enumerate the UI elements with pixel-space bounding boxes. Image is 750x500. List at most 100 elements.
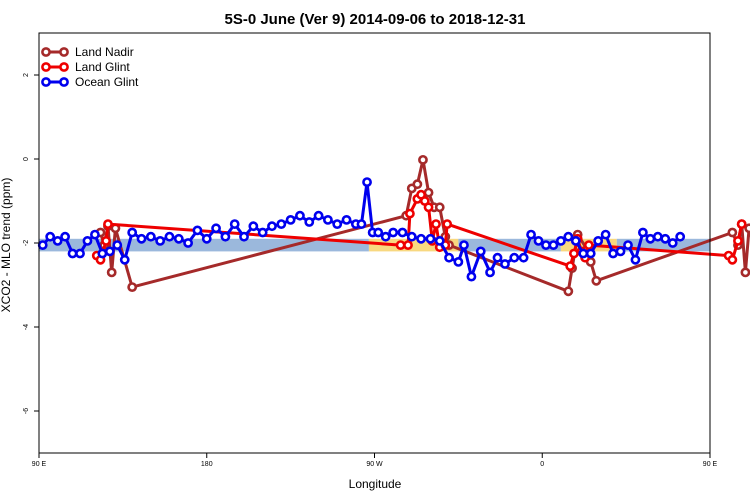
plot-area xyxy=(37,32,750,454)
data-point xyxy=(403,240,413,250)
data-point xyxy=(585,248,596,259)
data-point xyxy=(220,231,231,242)
data-point xyxy=(373,227,384,238)
data-point xyxy=(733,235,743,246)
legend-label: Land Nadir xyxy=(75,45,134,59)
data-point xyxy=(660,233,671,244)
legend-marker xyxy=(41,62,51,72)
x-tick-label: 90 W xyxy=(366,461,383,468)
data-point xyxy=(442,219,453,229)
legend-marker xyxy=(41,77,51,87)
data-point xyxy=(423,202,434,213)
data-point xyxy=(155,235,166,246)
x-axis-label: Longitude xyxy=(349,477,402,491)
data-point xyxy=(101,235,111,246)
data-point xyxy=(145,231,156,242)
data-point xyxy=(492,252,503,263)
legend-label: Ocean Glint xyxy=(75,75,139,89)
data-point xyxy=(548,240,559,250)
x-axis: 90 E 180 90 W 0 90 E xyxy=(32,453,718,468)
y-tick-label: 2 xyxy=(23,73,30,77)
legend-marker xyxy=(59,47,69,57)
data-point xyxy=(136,233,147,244)
data-point xyxy=(475,246,486,257)
legend-marker xyxy=(41,47,51,57)
data-point xyxy=(45,231,56,242)
data-point xyxy=(239,231,249,242)
data-point xyxy=(97,248,108,259)
data-point xyxy=(397,227,408,238)
x-tick-label: 90 E xyxy=(32,461,47,468)
data-point xyxy=(82,235,93,246)
data-point xyxy=(106,267,117,278)
data-point xyxy=(485,267,495,278)
y-tick-label: -4 xyxy=(23,324,30,330)
data-point xyxy=(652,231,663,242)
chart-title: 5S-0 June (Ver 9) 2014-09-06 to 2018-12-… xyxy=(224,11,525,28)
y-tick-label: -2 xyxy=(23,240,30,246)
series-land-glint xyxy=(91,189,747,271)
x-tick-label: 90 E xyxy=(703,461,718,468)
data-point xyxy=(555,235,566,246)
data-point xyxy=(565,261,576,271)
data-point xyxy=(459,240,469,250)
data-point xyxy=(500,259,510,269)
data-point xyxy=(356,219,367,229)
data-point xyxy=(192,225,203,236)
data-point xyxy=(727,254,738,265)
data-point xyxy=(276,219,287,229)
data-point xyxy=(526,229,536,240)
data-point xyxy=(295,210,305,221)
data-point xyxy=(127,282,138,292)
legend-marker xyxy=(59,62,69,72)
y-axis: 2 0 -2 -4 -6 xyxy=(23,73,39,414)
data-point xyxy=(201,233,212,244)
data-point xyxy=(638,227,648,238)
data-point xyxy=(332,219,343,229)
data-point xyxy=(509,252,520,263)
data-point xyxy=(119,254,130,265)
data-point xyxy=(740,267,750,278)
data-point xyxy=(164,231,175,242)
data-point xyxy=(362,177,372,187)
data-point xyxy=(569,248,579,259)
y-tick-label: 0 xyxy=(23,157,30,161)
legend-item-land-glint: Land Glint xyxy=(41,60,130,74)
data-point xyxy=(518,252,529,263)
data-point xyxy=(395,240,406,250)
data-point xyxy=(425,233,436,244)
data-point xyxy=(405,208,415,219)
data-point xyxy=(744,223,750,234)
data-point xyxy=(52,235,63,246)
data-point xyxy=(736,219,747,229)
data-point xyxy=(615,246,626,257)
data-point xyxy=(380,231,391,242)
data-point xyxy=(75,248,85,259)
data-point xyxy=(313,210,324,221)
legend-item-land-nadir: Land Nadir xyxy=(41,45,134,59)
data-point xyxy=(608,248,618,259)
data-point xyxy=(103,219,113,229)
data-point xyxy=(229,219,240,229)
data-point xyxy=(533,235,544,246)
data-point xyxy=(67,248,78,259)
data-point xyxy=(583,240,594,250)
legend-item-ocean-glint: Ocean Glint xyxy=(41,75,139,89)
data-point xyxy=(412,179,423,190)
data-point xyxy=(675,231,686,242)
data-point xyxy=(434,202,445,213)
legend-label: Land Glint xyxy=(75,60,130,74)
data-point xyxy=(593,235,604,246)
data-point xyxy=(466,271,477,282)
data-point xyxy=(183,238,194,248)
data-point xyxy=(90,229,100,240)
data-point xyxy=(173,233,184,244)
data-point xyxy=(104,246,115,257)
data-point xyxy=(323,214,333,225)
data-point xyxy=(418,154,428,165)
data-point xyxy=(257,227,268,238)
y-axis-label: XCO2 - MLO trend (ppm) xyxy=(0,178,13,313)
series-layer xyxy=(37,154,750,297)
